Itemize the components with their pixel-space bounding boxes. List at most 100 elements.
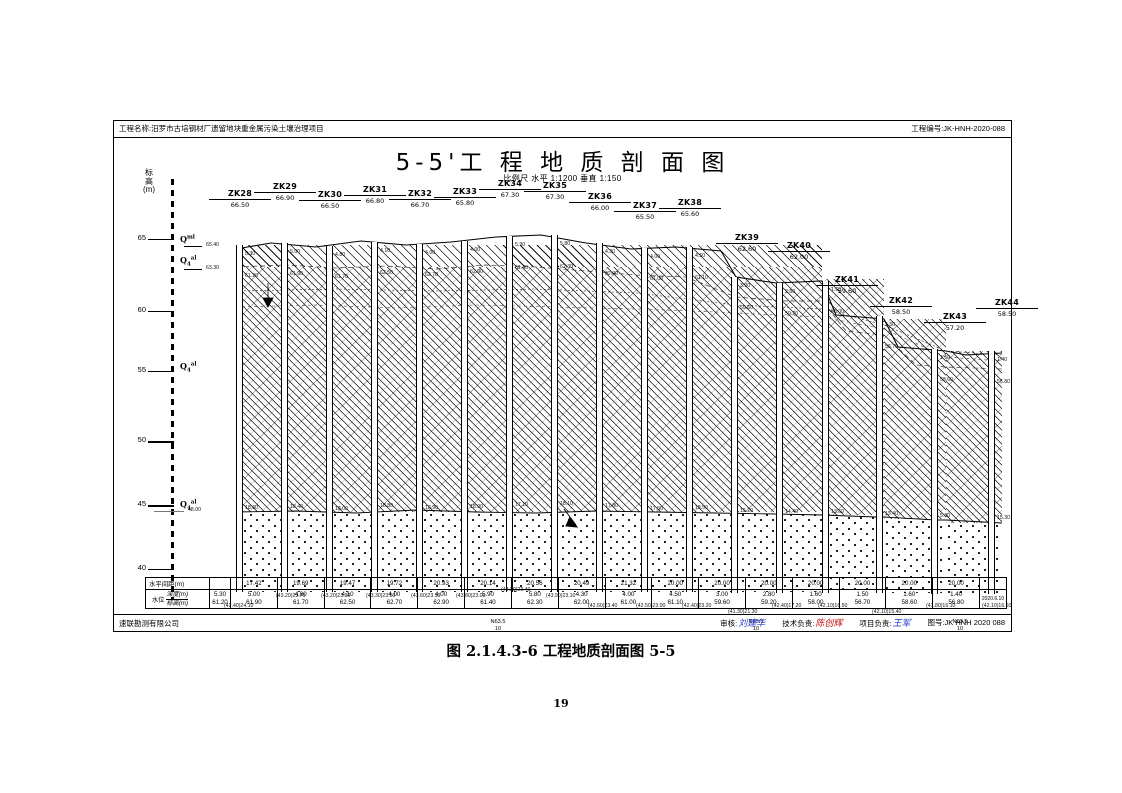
label-rule (614, 211, 676, 212)
layer-depth-annotation: 61.90 (290, 271, 303, 277)
borehole-column[interactable] (551, 235, 558, 592)
test-value: 10 (752, 626, 760, 632)
label-rule (716, 243, 778, 244)
borehole-name: ZK39 (735, 233, 759, 242)
gravel-top-annotation: 18.60 (245, 505, 258, 511)
borehole-column[interactable] (731, 277, 738, 593)
signature-label: 审核: (720, 619, 738, 628)
gravel-top-annotation: 13.60 (831, 509, 844, 515)
gravel-top-annotation: 18.40 (290, 504, 303, 510)
borehole-name: ZK37 (633, 201, 657, 210)
test-code: N63.5 (490, 619, 506, 625)
borehole-label-zk37: ZK37 65.50 (614, 201, 676, 221)
water-elev-value: 59.20 (761, 599, 777, 606)
water-cell: 4.80 61.70 (276, 589, 325, 609)
borehole-column[interactable] (461, 241, 468, 592)
water-depth-value: 4.10 (341, 591, 354, 598)
borehole-data-table: 水平间距(m) 17.42 19.69 19.47 19.72 20.93 20… (145, 577, 1007, 609)
water-depth-value: 5.90 (481, 591, 494, 598)
borehole-name: ZK38 (678, 198, 702, 207)
water-depth-value: 2.80 (762, 591, 775, 598)
borehole-name: ZK43 (943, 312, 967, 321)
gravel-top-annotation: 17.50 (650, 506, 663, 512)
penetration-test-label: N63.5 10 (734, 619, 778, 633)
drawing-frame: 工程名称:汨罗市古培钢材厂遗留地块重金属污染土壤治理项目 工程编号:JK-HNH… (113, 120, 1038, 632)
sheet-header: 工程名称:汨罗市古培钢材厂遗留地块重金属污染土壤治理项目 工程编号:JK-HNH… (114, 121, 1011, 138)
gravel-top-annotation: 18.90 (425, 505, 438, 511)
borehole-column[interactable] (371, 242, 378, 592)
water-depth-value: 1.60 (809, 591, 822, 598)
water-cell: 5.30 61.20 (209, 589, 231, 609)
water-cell: 4.30 62.00 (557, 589, 606, 609)
borehole-elevation: 65.80 (455, 198, 475, 207)
layer-depth-annotation: 56.70 (885, 344, 898, 350)
borehole-bottom-label: (42.10)15.40 (872, 609, 902, 615)
borehole-column[interactable] (776, 283, 783, 593)
water-cell: 4.10 62.50 (323, 589, 372, 609)
axis-title: 标 高 (m) (136, 168, 162, 195)
spacing-cell: 20.00 (698, 577, 746, 590)
borehole-column[interactable] (506, 236, 513, 592)
borehole-elevation: 66.50 (230, 200, 250, 209)
spacing-cell: 20.00 (838, 577, 887, 590)
borehole-elevation: 65.60 (680, 209, 700, 218)
project-number: 工程编号:JK-HNH-2020-088 (911, 124, 1005, 133)
borehole-column[interactable] (931, 349, 938, 594)
gravel-top-annotation: 17.80 (605, 503, 618, 509)
water-elev-value: 61.00 (620, 599, 637, 606)
borehole-column[interactable] (281, 243, 288, 592)
depth-annotation: 5.80 (560, 241, 571, 247)
water-depth-label: 深度(m) (166, 590, 189, 598)
signature-block: 审核: 刘建华 技术负责: 陈创辉 项目负责: 王军 图号:JK HNH 202… (720, 616, 1005, 629)
borehole-column[interactable] (236, 245, 243, 592)
geological-section-plot: ZK28 66.50 ZK29 66.90 ZK30 66.50 ZK31 (176, 179, 1038, 632)
layer-depth-annotation: 61.40 (515, 265, 528, 271)
water-elev-value: 59.60 (714, 599, 730, 606)
drawing-scale: 比例尺 水平 1:1200 垂直 1:150 (503, 174, 622, 183)
water-elev-value: 62.90 (433, 599, 449, 606)
label-rule (768, 251, 830, 252)
axis-tick-label: 65 (137, 233, 146, 242)
water-cell: 1.60 58.00 (791, 589, 840, 609)
label-rule (299, 200, 361, 201)
depth-annotation: 5.90 (515, 242, 526, 248)
signature-value: 陈创辉 (815, 619, 843, 629)
page-number: 19 (553, 697, 569, 710)
gravel-top-annotation: 18.10 (560, 501, 573, 507)
water-elev-value: 58.00 (807, 599, 824, 606)
gravel-top-annotation: 13.40 (885, 511, 898, 517)
label-rule (870, 306, 932, 307)
water-cell: 5.90 61.40 (464, 589, 512, 609)
gravel-top-annotation: 15.30 (997, 515, 1010, 521)
label-rule (524, 191, 586, 192)
borehole-elevation: 67.30 (500, 190, 520, 199)
borehole-column[interactable] (876, 316, 883, 593)
borehole-column[interactable] (641, 248, 648, 592)
row-label-water: 水位 深度(m) 标高(m) (145, 589, 210, 609)
borehole-label-zk33: ZK33 65.80 (434, 187, 496, 207)
borehole-column[interactable] (326, 246, 333, 592)
layer-depth-annotation: 59.20 (785, 311, 798, 317)
borehole-name: ZK35 (543, 181, 567, 190)
test-code: N63.5 (952, 619, 968, 625)
borehole-column[interactable] (416, 244, 423, 592)
borehole-label-zk44: ZK44 58.50 (976, 298, 1038, 318)
test-value: 10 (956, 626, 964, 632)
gravel-top-annotation: 18.00 (335, 506, 348, 512)
borehole-name: ZK34 (498, 179, 522, 188)
gravel-top-annotation: 18.80 (380, 503, 393, 509)
depth-annotation: 4.00 (650, 254, 661, 260)
water-elev-label: 标高(m) (166, 599, 189, 607)
spacing-cell: 21.32 (604, 577, 653, 590)
axis-tick-label: 55 (137, 365, 146, 374)
layer-symbol-q4al-1: Q4al (180, 255, 197, 268)
borehole-column[interactable] (596, 243, 603, 592)
sheet-footer: 速联勘测有限公司 审核: 刘建华 技术负责: 陈创辉 项目负责: 王军 图号:J… (114, 614, 1011, 631)
borehole-column[interactable] (822, 281, 829, 593)
borehole-column[interactable] (988, 351, 995, 594)
borehole-column[interactable] (686, 247, 693, 592)
spacing-cell: 20.14 (464, 577, 512, 590)
borehole-name: ZK30 (318, 190, 342, 199)
fill-layer-clay-left (236, 267, 822, 512)
water-cell: 1.60 58.60 (885, 589, 934, 609)
